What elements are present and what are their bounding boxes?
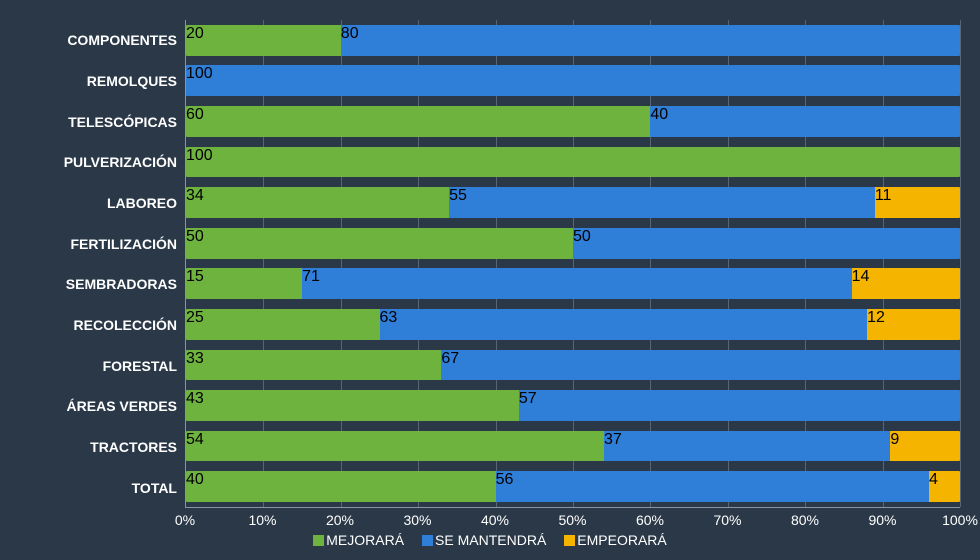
bar-segment-mejorara: 25: [186, 309, 380, 340]
bar-slot: 345511: [186, 182, 960, 223]
bar-segment-mejorara: 60: [186, 106, 650, 137]
x-tick-label: 80%: [791, 512, 819, 528]
x-tick-label: 70%: [713, 512, 741, 528]
legend-label: SE MANTENDRÁ: [435, 532, 546, 548]
legend-item: EMPEORARÁ: [564, 532, 666, 548]
bar-segment-mejorara: 20: [186, 25, 341, 56]
x-tick-label: 100%: [942, 512, 978, 528]
x-tick-label: 90%: [868, 512, 896, 528]
stacked-bar: 5050: [186, 228, 960, 259]
bar-segment-mejorara: 54: [186, 431, 604, 462]
stacked-bar: 100: [186, 147, 960, 178]
y-axis-label: FORESTAL: [20, 358, 177, 374]
y-axis-label: SEMBRADORAS: [20, 276, 177, 292]
stacked-bar: 345511: [186, 187, 960, 218]
legend-item: MEJORARÁ: [313, 532, 404, 548]
y-axis-label: ÁREAS VERDES: [20, 398, 177, 414]
y-axis-label: FERTILIZACIÓN: [20, 236, 177, 252]
bar-slot: 40564: [186, 466, 960, 507]
bar-slot: 54379: [186, 426, 960, 467]
bar-slot: 6040: [186, 101, 960, 142]
bar-segment-empeorara: 14: [852, 268, 960, 299]
chart-container: COMPONENTES REMOLQUES TELESCÓPICAS PULVERIZ…: [0, 0, 980, 560]
y-axis-label: PULVERIZACIÓN: [20, 154, 177, 170]
bar-segment-se_mantendra: 63: [380, 309, 868, 340]
x-tick-label: 20%: [326, 512, 354, 528]
bar-segment-se_mantendra: 80: [341, 25, 960, 56]
bar-slot: 256312: [186, 304, 960, 345]
y-axis-label: REMOLQUES: [20, 73, 177, 89]
plot-area: 2080100604010034551150501571142563123367…: [185, 20, 960, 508]
bar-slot: 4357: [186, 385, 960, 426]
bar-segment-empeorara: 11: [875, 187, 960, 218]
bar-slot: 100: [186, 142, 960, 183]
stacked-bar: 4357: [186, 390, 960, 421]
stacked-bar: 54379: [186, 431, 960, 462]
bar-segment-se_mantendra: 71: [302, 268, 852, 299]
bar-segment-empeorara: 9: [890, 431, 960, 462]
bar-segment-se_mantendra: 100: [186, 65, 960, 96]
stacked-bar: 40564: [186, 471, 960, 502]
y-axis-labels: COMPONENTES REMOLQUES TELESCÓPICAS PULVERIZ…: [20, 20, 185, 508]
bar-segment-se_mantendra: 50: [573, 228, 960, 259]
y-axis-label: RECOLECCIÓN: [20, 317, 177, 333]
y-axis-label: LABOREO: [20, 195, 177, 211]
bars-container: 2080100604010034551150501571142563123367…: [186, 20, 960, 507]
bar-slot: 3367: [186, 345, 960, 386]
bar-segment-se_mantendra: 56: [496, 471, 929, 502]
x-axis: 0%10%20%30%40%50%60%70%80%90%100%: [185, 508, 960, 530]
stacked-bar: 100: [186, 65, 960, 96]
stacked-bar: 2080: [186, 25, 960, 56]
bar-segment-mejorara: 33: [186, 350, 441, 381]
bar-slot: 100: [186, 61, 960, 102]
stacked-bar: 256312: [186, 309, 960, 340]
x-tick-label: 30%: [403, 512, 431, 528]
y-axis-label: TELESCÓPICAS: [20, 114, 177, 130]
bar-segment-se_mantendra: 37: [604, 431, 890, 462]
x-tick-label: 0%: [175, 512, 195, 528]
bar-segment-se_mantendra: 67: [441, 350, 960, 381]
bar-segment-mejorara: 50: [186, 228, 573, 259]
bar-segment-se_mantendra: 40: [650, 106, 960, 137]
legend-swatch: [564, 535, 575, 546]
y-axis-label: COMPONENTES: [20, 32, 177, 48]
bar-slot: 2080: [186, 20, 960, 61]
bar-segment-mejorara: 100: [186, 147, 960, 178]
legend-label: MEJORARÁ: [326, 532, 404, 548]
bar-slot: 5050: [186, 223, 960, 264]
plot-row: COMPONENTES REMOLQUES TELESCÓPICAS PULVERIZ…: [20, 20, 960, 508]
legend-swatch: [313, 535, 324, 546]
legend: MEJORARÁ SE MANTENDRÁ EMPEORARÁ: [20, 532, 960, 548]
legend-swatch: [422, 535, 433, 546]
bar-segment-se_mantendra: 57: [519, 390, 960, 421]
legend-label: EMPEORARÁ: [577, 532, 666, 548]
x-tick-label: 40%: [481, 512, 509, 528]
x-tick-label: 50%: [558, 512, 586, 528]
bar-segment-empeorara: 12: [867, 309, 960, 340]
stacked-bar: 6040: [186, 106, 960, 137]
legend-item: SE MANTENDRÁ: [422, 532, 546, 548]
bar-slot: 157114: [186, 263, 960, 304]
bar-segment-mejorara: 15: [186, 268, 302, 299]
bar-segment-mejorara: 40: [186, 471, 496, 502]
y-axis-label: TRACTORES: [20, 439, 177, 455]
bar-segment-se_mantendra: 55: [449, 187, 875, 218]
x-tick-label: 60%: [636, 512, 664, 528]
x-tick-label: 10%: [248, 512, 276, 528]
gridline: [960, 20, 961, 507]
stacked-bar: 157114: [186, 268, 960, 299]
bar-segment-mejorara: 34: [186, 187, 449, 218]
bar-segment-empeorara: 4: [929, 471, 960, 502]
bar-segment-mejorara: 43: [186, 390, 519, 421]
stacked-bar: 3367: [186, 350, 960, 381]
y-axis-label: TOTAL: [20, 480, 177, 496]
